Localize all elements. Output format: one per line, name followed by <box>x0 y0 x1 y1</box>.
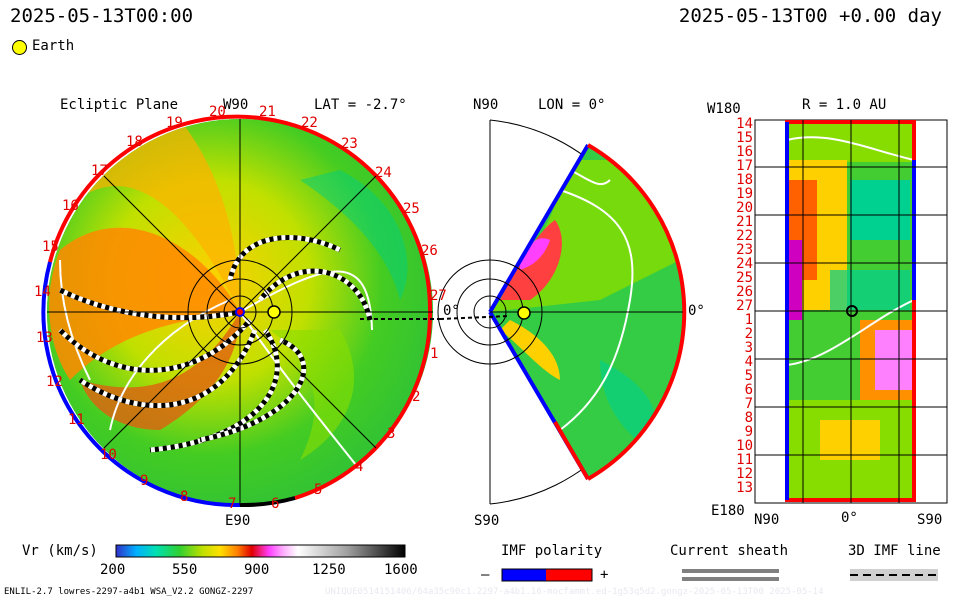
hour-label: 20 <box>209 104 226 120</box>
hour-label: 13 <box>36 330 53 346</box>
hour-label: 2 <box>412 389 421 405</box>
ecliptic-zero-label: 0° <box>443 303 460 319</box>
velocity-colorbar <box>115 544 406 558</box>
hour-label: 21 <box>259 104 276 120</box>
hour-label: 17 <box>91 163 108 179</box>
row-label: 6 <box>744 382 753 398</box>
row-label: 24 <box>736 256 753 272</box>
earthview-title: R = 1.0 AU <box>802 97 887 113</box>
earthview-bottom-left-label: E180 <box>711 503 745 519</box>
hour-label: 22 <box>301 115 318 131</box>
meridional-zero-label: 0° <box>688 303 705 319</box>
colorbar-tick: 1600 <box>384 562 418 578</box>
ecliptic-panel <box>41 114 440 508</box>
earth-marker-earthview <box>846 305 858 317</box>
row-label: 16 <box>736 144 753 160</box>
earth-legend-icon <box>12 40 27 55</box>
row-label: 1 <box>744 312 753 328</box>
hour-label: 5 <box>314 482 323 498</box>
row-label: 7 <box>744 396 753 412</box>
colorbar-tick: 900 <box>244 562 270 578</box>
row-label: 18 <box>736 172 753 188</box>
hour-label: 18 <box>126 134 143 150</box>
earth-view-panel <box>754 119 948 504</box>
colorbar-tick: 550 <box>172 562 198 578</box>
meridional-lon-label: LON = 0° <box>538 97 606 113</box>
colorbar-label: Vr (km/s) <box>22 543 98 559</box>
hour-label: 6 <box>271 496 280 512</box>
hour-label: 10 <box>100 447 117 463</box>
colorbar-tick: 1250 <box>312 562 346 578</box>
earthview-x-right: S90 <box>917 512 943 528</box>
imf-negative-swatch <box>502 569 546 581</box>
hour-label: 16 <box>62 198 79 214</box>
ecliptic-bottom-label: E90 <box>225 513 251 529</box>
row-label: 25 <box>736 270 753 286</box>
earth-marker-meridional <box>517 306 531 320</box>
row-label: 23 <box>736 242 753 258</box>
hour-label: 4 <box>355 459 364 475</box>
row-label: 26 <box>736 284 753 300</box>
colorbar-tick: 200 <box>100 562 126 578</box>
imf-line-label: 3D IMF line <box>848 543 941 559</box>
row-label: 22 <box>736 228 753 244</box>
hour-label: 27 <box>430 288 447 304</box>
row-label: 14 <box>736 116 753 132</box>
left-timestamp: 2025-05-13T00:00 <box>10 5 194 27</box>
earthview-x-mid: 0° <box>841 510 858 526</box>
row-label: 10 <box>736 438 753 454</box>
earth-legend-label: Earth <box>32 38 75 54</box>
imf-line-swatch <box>850 569 938 581</box>
right-timestamp: 2025-05-13T00 +0.00 day <box>678 5 942 27</box>
ecliptic-lat-label: LAT = -2.7° <box>314 97 407 113</box>
hour-label: 24 <box>375 165 392 181</box>
footer-left: ENLIL-2.7 lowres-2297-a4b1 WSA_V2.2 GONG… <box>4 587 254 597</box>
row-label: 5 <box>744 368 753 384</box>
hour-label: 26 <box>421 243 438 259</box>
row-label: 13 <box>736 480 753 496</box>
hour-label: 9 <box>140 473 149 489</box>
imf-polarity-label: IMF polarity <box>501 543 603 559</box>
hour-label: 15 <box>42 239 59 255</box>
hour-label: 14 <box>34 284 51 300</box>
row-label: 4 <box>744 354 753 370</box>
ecliptic-title: Ecliptic Plane <box>60 97 179 113</box>
row-label: 9 <box>744 424 753 440</box>
row-label: 11 <box>736 452 753 468</box>
meridional-panel <box>437 119 687 505</box>
current-sheath-label: Current sheath <box>670 543 789 559</box>
current-sheath-swatch <box>682 569 779 581</box>
row-label: 27 <box>736 298 753 314</box>
hour-label: 19 <box>166 115 183 131</box>
row-label: 20 <box>736 200 753 216</box>
hour-label: 7 <box>228 496 237 512</box>
meridional-top-label: N90 <box>473 97 499 113</box>
row-label: 3 <box>744 340 753 356</box>
earth-marker-ecliptic <box>267 305 281 319</box>
row-label: 12 <box>736 466 753 482</box>
hour-label: 8 <box>180 489 189 505</box>
row-label: 8 <box>744 410 753 426</box>
earthview-x-left: N90 <box>754 512 780 528</box>
hour-label: 12 <box>46 374 63 390</box>
hour-label: 11 <box>68 412 85 428</box>
earthview-row-labels: 14 15 16 17 18 19 20 21 22 23 24 25 26 2… <box>727 117 753 495</box>
hour-label: 23 <box>341 136 358 152</box>
meridional-bottom-label: S90 <box>474 513 500 529</box>
hour-label: 3 <box>387 426 396 442</box>
ecliptic-top-label: W90 <box>223 97 249 113</box>
hour-label: 25 <box>403 201 420 217</box>
footer-right: UNIQUE0514151406/64a35c90c1.2297-a4b1.16… <box>325 587 824 597</box>
imf-minus-label: – <box>481 567 490 583</box>
row-label: 21 <box>736 214 753 230</box>
imf-plus-label: + <box>600 567 609 583</box>
row-label: 19 <box>736 186 753 202</box>
hour-label: 1 <box>430 346 439 362</box>
imf-positive-swatch <box>546 569 592 581</box>
row-label: 15 <box>736 130 753 146</box>
row-label: 2 <box>744 326 753 342</box>
earthview-top-left-label: W180 <box>707 101 741 117</box>
row-label: 17 <box>736 158 753 174</box>
